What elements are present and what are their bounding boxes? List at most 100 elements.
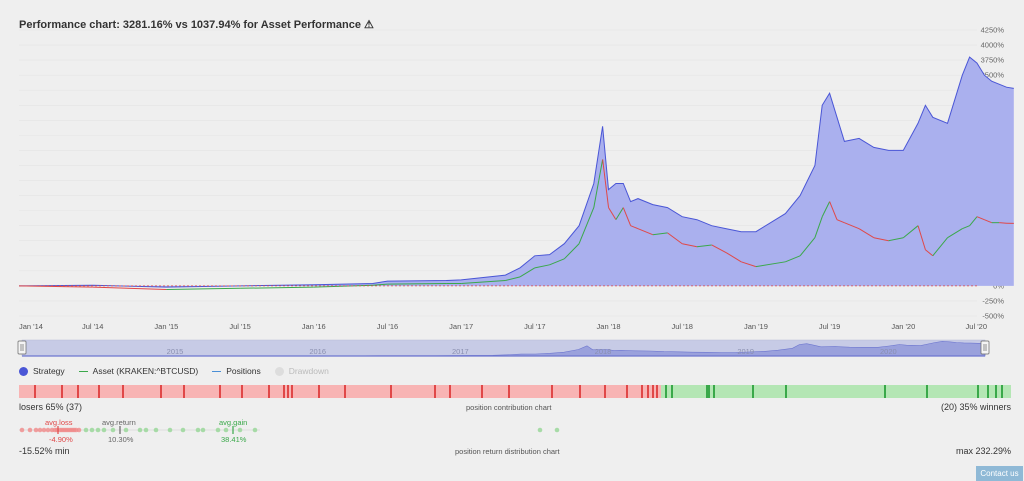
avg-gain-value: 38.41% — [221, 435, 247, 444]
loser-mark — [183, 385, 185, 398]
loss-dot — [19, 427, 25, 433]
navigator-year-label: 2017 — [452, 347, 469, 356]
navigator-right-handle[interactable] — [980, 340, 990, 355]
asset-segment — [92, 286, 167, 291]
asset-segment — [858, 228, 875, 239]
navigator-left-handle[interactable] — [17, 340, 27, 355]
loser-mark — [579, 385, 581, 398]
asset-segment — [549, 258, 565, 266]
legend-strategy[interactable]: Strategy — [19, 366, 65, 376]
warning-icon[interactable]: ⚠ — [364, 19, 374, 31]
navigator-area — [22, 341, 986, 357]
asset-line-icon — [78, 370, 88, 372]
legend-drawdown[interactable]: Drawdown — [274, 366, 329, 376]
contribution-position-marks — [34, 385, 1003, 398]
y-tick-label: 4250% — [981, 26, 1005, 35]
y-tick-label: 3750% — [981, 56, 1005, 65]
asset-segment — [608, 207, 617, 220]
x-tick-label: Jul '17 — [524, 322, 545, 331]
loser-mark — [318, 385, 320, 398]
x-tick-label: Jul '16 — [377, 322, 398, 331]
strategy-dot-icon — [19, 366, 28, 376]
loser-mark — [98, 385, 100, 398]
asset-segment — [682, 243, 698, 248]
gain-dot — [554, 427, 560, 433]
asset-series — [18, 159, 1014, 291]
loser-mark — [283, 385, 285, 398]
loser-mark — [481, 385, 483, 398]
legend-asset[interactable]: Asset (KRAKEN:^BTCUSD) — [78, 366, 198, 376]
x-tick-label: Jan '17 — [449, 322, 473, 331]
asset-segment — [667, 232, 683, 245]
asset-segment — [519, 267, 536, 278]
asset-segment — [888, 237, 904, 242]
positions-line-icon — [212, 370, 222, 372]
gain-dot — [101, 427, 107, 433]
gain-dot — [537, 427, 543, 433]
contact-us-button[interactable]: Contact us — [976, 466, 1023, 481]
loser-mark — [160, 385, 162, 398]
chart-title: Performance chart: 3281.16% vs 1037.94% … — [19, 19, 374, 31]
asset-segment — [578, 207, 595, 244]
gain-dot — [83, 427, 89, 433]
winner-mark — [995, 385, 997, 398]
asset-segment — [630, 225, 639, 230]
avg-loss-label: avg.loss — [45, 418, 73, 427]
asset-segment — [372, 283, 388, 286]
winner-mark — [884, 385, 886, 398]
x-tick-label: Jul '18 — [672, 322, 693, 331]
asset-segment — [829, 201, 838, 220]
x-tick-label: Jan '16 — [302, 322, 326, 331]
winner-mark — [752, 385, 754, 398]
asset-segment — [461, 279, 506, 284]
asset-segment — [593, 159, 604, 208]
asset-segment — [873, 237, 889, 242]
legend-positions[interactable]: Positions — [212, 366, 261, 376]
loser-mark — [626, 385, 628, 398]
asset-segment — [925, 249, 934, 257]
x-tick-label: Jul '19 — [819, 322, 840, 331]
gain-dot — [143, 427, 149, 433]
y-tick-label: 3500% — [981, 71, 1005, 80]
gain-dot — [123, 427, 129, 433]
winners-label: (20) 35% winners — [940, 402, 1011, 412]
navigator-year-label: 2020 — [880, 347, 897, 356]
x-tick-label: Jan '19 — [744, 322, 768, 331]
asset-segment — [999, 222, 1007, 224]
x-tick-label: Jul '14 — [82, 322, 103, 331]
asset-segment — [836, 219, 845, 224]
loser-mark — [291, 385, 293, 398]
loss-dot — [41, 427, 47, 433]
loser-mark — [641, 385, 643, 398]
loser-mark — [344, 385, 346, 398]
loser-mark — [508, 385, 510, 398]
asset-segment — [932, 237, 948, 257]
loser-mark — [652, 385, 654, 398]
winner-mark — [987, 385, 989, 398]
min-label: -15.52% min — [19, 446, 70, 456]
asset-segment — [166, 287, 241, 291]
loser-mark — [604, 385, 606, 398]
loser-mark — [390, 385, 392, 398]
asset-segment — [505, 276, 521, 281]
contribution-losers-band[interactable] — [19, 385, 661, 398]
contribution-winners-band[interactable] — [661, 385, 1011, 398]
winner-mark — [708, 385, 710, 398]
navigator-year-label: 2016 — [309, 347, 326, 356]
asset-segment — [622, 207, 632, 226]
loser-mark — [287, 385, 289, 398]
loss-dot — [45, 427, 51, 433]
gain-dot — [110, 427, 116, 433]
loser-mark — [434, 385, 436, 398]
loser-mark — [656, 385, 658, 398]
asset-segment — [711, 244, 727, 254]
winner-mark — [671, 385, 673, 398]
y-tick-label: 4000% — [981, 41, 1005, 50]
distribution-dots — [19, 427, 560, 433]
gain-dot — [252, 427, 258, 433]
x-tick-label: Jul '15 — [229, 322, 250, 331]
asset-segment — [652, 232, 668, 236]
distribution-caption: position return distribution chart — [455, 447, 560, 456]
asset-segment — [962, 225, 970, 230]
